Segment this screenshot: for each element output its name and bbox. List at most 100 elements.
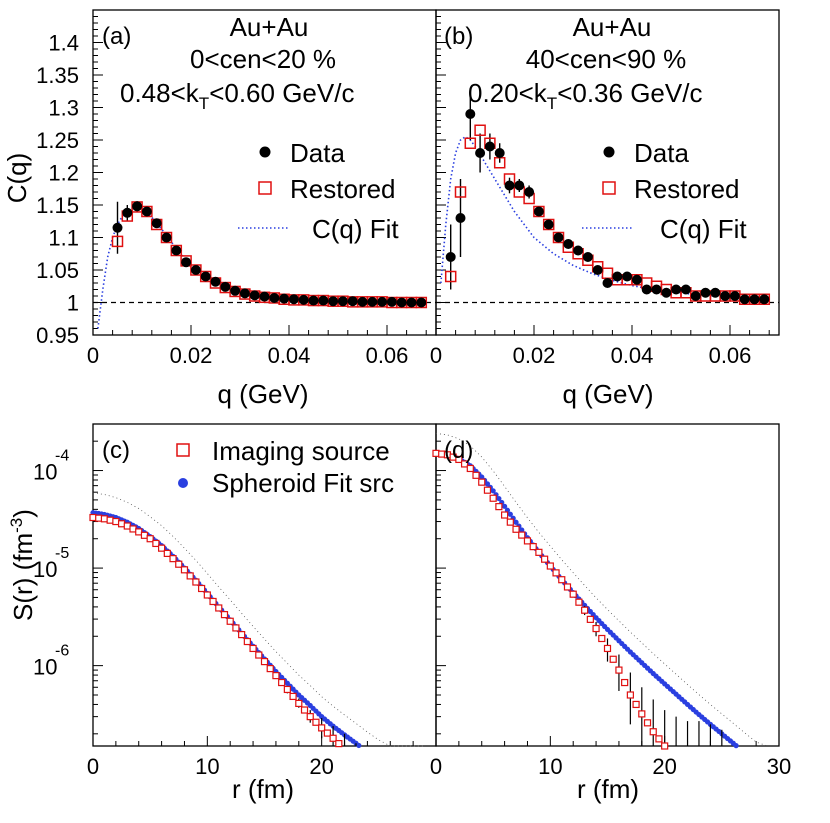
x-tick-label-a: 0	[87, 343, 99, 368]
panel-a-title-line1: Au+Au	[230, 12, 309, 42]
y-tick-label-a: 1.35	[36, 63, 79, 88]
imaging-point-c	[266, 665, 274, 673]
imaging-point-c	[186, 572, 194, 580]
data-point-b	[720, 291, 731, 301]
data-point-b	[533, 206, 544, 217]
data-point-b	[641, 284, 652, 295]
imaging-point-d	[569, 590, 577, 598]
legend-data-marker-b	[603, 146, 615, 158]
panel-b-label: (b)	[444, 23, 473, 50]
imaging-point-c	[129, 525, 137, 533]
spheroid-point-d	[733, 743, 739, 749]
data-point-a	[386, 296, 397, 307]
data-point-a	[220, 281, 231, 292]
data-point-a	[239, 288, 250, 299]
panel-b-x-axis-label: q (GeV)	[562, 379, 653, 409]
imaging-point-d	[483, 486, 492, 494]
data-point-a	[298, 294, 309, 305]
y-tick-label-c: 10	[33, 460, 57, 485]
data-point-a	[406, 297, 417, 308]
x-tick-label-c: 0	[87, 754, 99, 779]
imaging-point-c	[95, 514, 103, 522]
legend-spheroid-marker	[178, 478, 188, 488]
y-tick-label-c: 10	[33, 655, 57, 680]
data-point-b	[553, 232, 564, 243]
restored-point-b	[474, 124, 486, 136]
imaging-point-c	[335, 739, 343, 748]
data-point-b	[514, 180, 525, 191]
data-point-a	[181, 257, 192, 268]
data-point-b	[524, 187, 535, 197]
panel-a-legend-fit: C(q) Fit	[312, 214, 399, 244]
imaging-point-c	[135, 528, 143, 536]
data-point-a	[416, 297, 427, 308]
restored-point-b	[464, 137, 477, 149]
x-tick-label-a: 0.02	[170, 343, 213, 368]
data-point-a	[357, 296, 368, 307]
data-point-a	[112, 222, 123, 233]
imaging-point-c	[283, 685, 291, 694]
imaging-point-c	[158, 544, 166, 552]
imaging-point-c	[215, 604, 223, 612]
data-point-a	[367, 296, 378, 307]
data-point-b	[484, 141, 495, 152]
imaging-point-c	[329, 734, 337, 742]
data-point-b	[445, 252, 456, 262]
imaging-point-c	[198, 584, 206, 593]
imaging-point-c	[100, 515, 109, 523]
legend-imaging-marker	[176, 443, 190, 457]
x-tick-label-d: 20	[652, 754, 676, 779]
x-tick-label-c: 20	[309, 754, 333, 779]
imaging-point-d	[563, 583, 572, 591]
data-point-b	[504, 180, 515, 191]
imaging-point-d	[661, 742, 669, 750]
x-tick-label-b: 0.04	[611, 343, 654, 368]
data-point-b	[700, 287, 711, 298]
imaging-point-c	[226, 617, 234, 625]
imaging-point-c	[220, 611, 229, 619]
data-point-a	[347, 296, 358, 307]
imaging-point-c	[249, 644, 257, 653]
imaging-point-c	[175, 560, 183, 568]
imaging-point-c	[180, 566, 189, 574]
spheroid-point-d	[496, 495, 502, 502]
data-point-b	[739, 294, 750, 305]
restored-point-a	[111, 235, 124, 248]
data-point-a	[151, 218, 162, 229]
data-point-a	[396, 297, 407, 308]
imaging-point-c	[318, 724, 326, 732]
x-tick-label-b: 0.06	[709, 343, 752, 368]
data-point-b	[592, 265, 603, 275]
y-tick-label-a: 1.3	[48, 96, 79, 121]
data-point-b	[582, 252, 593, 262]
y-tick-label-a: 1.15	[36, 193, 79, 218]
imaging-point-d	[460, 460, 469, 468]
imaging-point-d	[649, 728, 657, 736]
x-tick-label-d: 10	[538, 754, 562, 779]
data-point-a	[328, 296, 339, 307]
imaging-point-d	[523, 537, 532, 545]
panel-a-label: (a)	[102, 23, 131, 50]
restored-point-b	[444, 270, 457, 283]
imaging-point-c	[312, 718, 320, 726]
imaging-point-c	[323, 729, 331, 737]
data-point-a	[132, 201, 143, 212]
data-point-b	[494, 148, 505, 158]
imaging-point-d	[466, 464, 474, 473]
imaging-point-c	[146, 535, 154, 543]
data-point-a	[318, 295, 329, 306]
imaging-point-c	[238, 631, 246, 639]
spheroid-band-c	[92, 492, 425, 747]
imaging-point-c	[306, 713, 314, 721]
panel-b-title-line2: 40<cen<90 %	[526, 44, 686, 74]
x-tick-label-d: 30	[767, 754, 791, 779]
imaging-point-d	[609, 655, 617, 663]
data-point-b	[631, 274, 642, 285]
data-point-b	[671, 284, 682, 295]
spheroid-point-d	[490, 488, 496, 494]
imaging-point-c	[209, 597, 217, 606]
imaging-point-d	[518, 531, 526, 539]
panel-c-label: (c)	[102, 437, 130, 464]
imaging-point-c	[117, 520, 126, 528]
